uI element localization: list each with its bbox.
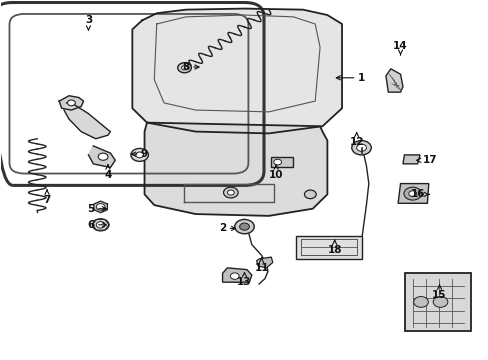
Polygon shape xyxy=(402,155,419,164)
Polygon shape xyxy=(397,184,428,203)
Circle shape xyxy=(413,297,427,307)
Polygon shape xyxy=(271,157,293,167)
Circle shape xyxy=(181,66,187,70)
Circle shape xyxy=(227,190,234,195)
Text: 6: 6 xyxy=(87,220,106,230)
Circle shape xyxy=(356,144,366,151)
Circle shape xyxy=(98,153,108,160)
Polygon shape xyxy=(405,273,470,330)
Text: 16: 16 xyxy=(409,189,428,199)
Circle shape xyxy=(304,190,316,199)
Polygon shape xyxy=(144,123,327,216)
Polygon shape xyxy=(88,146,115,167)
Circle shape xyxy=(403,187,421,200)
Circle shape xyxy=(177,63,191,73)
Circle shape xyxy=(230,273,239,279)
Circle shape xyxy=(131,148,148,161)
Text: 3: 3 xyxy=(84,15,92,30)
Circle shape xyxy=(408,191,416,197)
Circle shape xyxy=(96,204,105,210)
Circle shape xyxy=(239,223,249,230)
Text: 15: 15 xyxy=(431,285,446,300)
Polygon shape xyxy=(64,103,110,139)
Text: 11: 11 xyxy=(254,258,268,273)
Circle shape xyxy=(234,220,254,234)
Polygon shape xyxy=(59,96,83,110)
Polygon shape xyxy=(94,201,107,213)
Text: 7: 7 xyxy=(43,190,51,205)
Text: 5: 5 xyxy=(87,204,106,214)
Text: 13: 13 xyxy=(237,273,251,287)
Text: 10: 10 xyxy=(268,165,283,180)
Circle shape xyxy=(92,219,109,231)
Polygon shape xyxy=(385,69,402,92)
Text: 4: 4 xyxy=(104,165,111,180)
Circle shape xyxy=(67,100,75,106)
Circle shape xyxy=(136,152,143,158)
Text: 14: 14 xyxy=(392,41,407,55)
Circle shape xyxy=(432,297,447,307)
Polygon shape xyxy=(295,235,361,259)
Text: 12: 12 xyxy=(349,133,363,147)
Polygon shape xyxy=(256,257,272,268)
Text: 17: 17 xyxy=(416,155,436,165)
Text: 2: 2 xyxy=(219,224,235,233)
Polygon shape xyxy=(222,268,251,282)
Text: 1: 1 xyxy=(336,73,365,83)
Text: 18: 18 xyxy=(327,240,341,255)
Polygon shape xyxy=(132,9,341,134)
Circle shape xyxy=(223,187,238,198)
Text: 9: 9 xyxy=(131,149,148,159)
Circle shape xyxy=(351,140,370,155)
Circle shape xyxy=(273,159,281,165)
Text: 8: 8 xyxy=(182,62,199,72)
Circle shape xyxy=(96,222,105,228)
